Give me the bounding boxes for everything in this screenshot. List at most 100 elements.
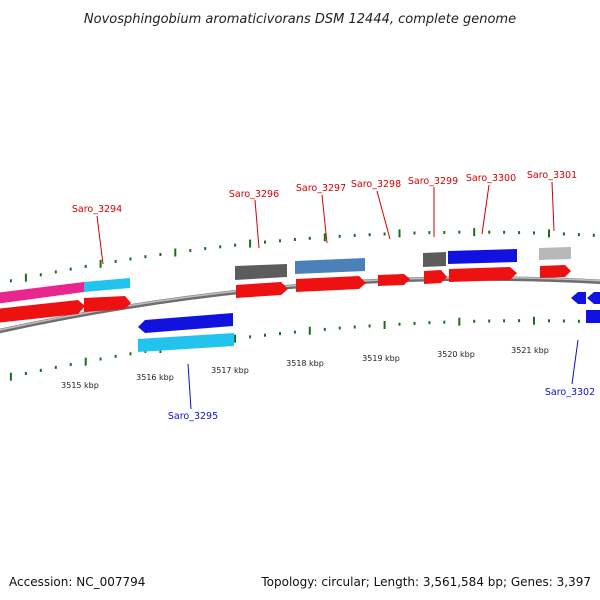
- tick-dot: [234, 243, 237, 247]
- tick-dot: [338, 326, 341, 330]
- ruler-label-3517: 3517 kbp: [211, 366, 249, 375]
- feature-saro-3302-block[interactable]: [586, 310, 600, 323]
- tick-dot: [398, 322, 401, 326]
- tick-dot: [413, 231, 416, 235]
- tick-dot: [577, 233, 580, 237]
- feature-saro-3300-cds[interactable]: [449, 267, 517, 282]
- tick-dot: [533, 231, 535, 235]
- tick-dot: [458, 317, 461, 326]
- tick-dot: [518, 319, 521, 323]
- tick-dot: [503, 230, 506, 234]
- feature-saro-3298-cds[interactable]: [378, 274, 410, 286]
- tick-dot: [204, 247, 207, 251]
- tick-dot: [562, 232, 565, 236]
- tick-dot: [503, 319, 506, 323]
- tick-dot: [413, 321, 416, 325]
- gene-label-saro-3296[interactable]: Saro_3296: [229, 189, 279, 200]
- tick-dot: [234, 334, 237, 343]
- tick-dot: [488, 230, 491, 234]
- tick-dot: [189, 249, 192, 252]
- tick-dot: [428, 321, 431, 325]
- feature-saro-3296-cds[interactable]: [236, 282, 288, 298]
- feature-saro-3300-blue[interactable]: [448, 249, 517, 264]
- feature-saro-3297-steelblue[interactable]: [295, 258, 365, 274]
- feature-saro-3295-cyan[interactable]: [138, 333, 234, 352]
- tick-dot: [99, 357, 102, 361]
- ruler-label-3520: 3520 kbp: [437, 350, 475, 359]
- tick-dot: [84, 357, 87, 366]
- tick-dot: [69, 363, 72, 366]
- feature-saro-3297-cds[interactable]: [296, 276, 366, 292]
- tick-dot: [458, 230, 461, 234]
- tick-dot: [577, 319, 580, 323]
- tick-dot: [293, 238, 296, 241]
- tick-dot: [473, 228, 476, 237]
- tick-dot: [9, 372, 12, 381]
- tick-dot: [54, 365, 57, 369]
- features: [0, 247, 600, 352]
- tick-dot: [69, 267, 72, 271]
- feature-saro-3301-lightgray[interactable]: [539, 247, 571, 260]
- feature-saro-3301-cds[interactable]: [540, 265, 571, 278]
- tick-dot: [279, 332, 281, 336]
- tick-dot: [99, 259, 102, 268]
- feature-saro-3302-arrow-b[interactable]: [587, 292, 600, 304]
- tick-dot: [9, 279, 12, 283]
- label-leaders: [96, 181, 579, 410]
- tick-dot: [533, 316, 535, 325]
- tick-dot: [548, 319, 550, 323]
- tick-dot: [39, 368, 42, 372]
- tick-dot: [54, 270, 57, 274]
- feature-saro-3299-cds[interactable]: [424, 270, 447, 284]
- feature-saro-3294-cds-a[interactable]: [0, 300, 85, 323]
- accession-text: Accession: NC_007794: [9, 575, 145, 589]
- tick-dot: [219, 245, 222, 249]
- feature-saro-3295-blue[interactable]: [138, 313, 233, 333]
- tick-dot: [129, 352, 132, 356]
- tick-dot: [338, 234, 341, 238]
- tick-dot: [353, 325, 356, 329]
- tick-dot: [308, 326, 311, 335]
- feature-saro-3299-gray[interactable]: [423, 252, 446, 267]
- tick-dot: [174, 248, 177, 257]
- feature-saro-3302-arrow-a[interactable]: [571, 292, 586, 304]
- gene-label-saro-3300[interactable]: Saro_3300: [466, 173, 516, 184]
- gene-label-saro-3299[interactable]: Saro_3299: [408, 176, 458, 187]
- topology-summary: Topology: circular; Length: 3,561,584 bp…: [260, 575, 591, 589]
- tick-dot: [368, 233, 371, 237]
- tick-dot: [548, 229, 550, 238]
- tick-dot: [488, 319, 491, 323]
- feature-saro-3296-gray[interactable]: [235, 264, 287, 280]
- tick-dot: [443, 230, 446, 234]
- tick-dot: [114, 259, 117, 263]
- tick-dot: [518, 231, 521, 235]
- map-title: Novosphingobium aromaticivorans DSM 1244…: [84, 12, 516, 27]
- tick-dot: [398, 229, 401, 238]
- tick-dot: [279, 239, 281, 243]
- tick-dot: [473, 319, 476, 323]
- feature-saro-3294-cds-b[interactable]: [84, 296, 131, 312]
- tick-dot: [293, 330, 296, 334]
- tick-dot: [84, 264, 87, 268]
- ruler-label-3521: 3521 kbp: [511, 346, 549, 355]
- gene-label-saro-3298[interactable]: Saro_3298: [351, 179, 401, 190]
- tick-dot: [592, 233, 595, 237]
- gene-label-saro-3297[interactable]: Saro_3297: [296, 183, 346, 194]
- feature-saro-3294-cyan[interactable]: [84, 278, 130, 292]
- feature-saro-3294-pink[interactable]: [0, 282, 84, 304]
- tick-dot: [323, 233, 326, 242]
- tick-dot: [383, 321, 386, 329]
- tick-dot: [443, 320, 446, 324]
- tick-dot: [264, 333, 266, 337]
- gene-label-saro-3295[interactable]: Saro_3295: [168, 411, 218, 422]
- tick-dot: [562, 319, 565, 323]
- gene-label-saro-3294[interactable]: Saro_3294: [72, 204, 122, 215]
- gene-label-saro-3301[interactable]: Saro_3301: [527, 170, 577, 181]
- tick-dot: [323, 327, 326, 331]
- tick-dot: [24, 372, 27, 375]
- gene-label-saro-3302[interactable]: Saro_3302: [545, 387, 595, 398]
- tick-dot: [383, 232, 386, 236]
- ruler-label-3518: 3518 kbp: [286, 359, 324, 368]
- tick-dot: [159, 253, 162, 256]
